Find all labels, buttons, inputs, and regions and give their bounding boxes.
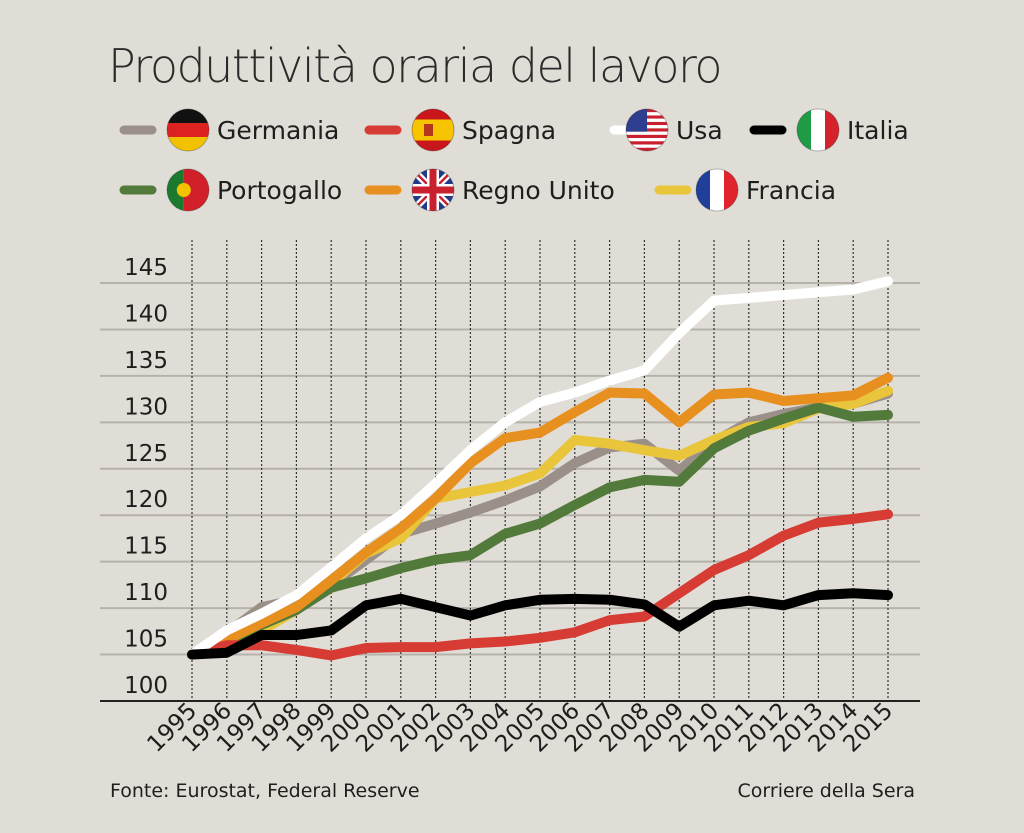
series-line-usa (187, 276, 893, 660)
y-tick-label: 100 (124, 673, 168, 699)
germany-flag-icon (167, 109, 209, 151)
publisher-credit: Corriere della Sera (738, 780, 915, 802)
legend-label: Regno Unito (462, 176, 615, 205)
y-tick-label: 120 (124, 487, 168, 513)
legend-item-spagna: Spagna (364, 108, 556, 152)
spain-flag-icon (412, 109, 454, 151)
y-tick-label: 135 (124, 348, 168, 374)
y-tick-label: 130 (124, 394, 168, 420)
y-tick-label: 145 (124, 255, 168, 281)
flag-outline (796, 108, 840, 152)
usa-flag-icon (626, 109, 668, 151)
legend-item-francia: Francia (654, 168, 836, 212)
legend-item-italia: Italia (749, 108, 909, 152)
y-tick-label: 105 (124, 627, 168, 653)
y-tick-label: 140 (124, 301, 168, 327)
flag-outline (411, 168, 455, 212)
legend-item-usa: Usa (609, 108, 723, 152)
series-lines (187, 276, 893, 661)
uk-flag-icon (412, 169, 454, 211)
flag-outline (411, 108, 455, 152)
flag-outline (695, 168, 739, 212)
legend-label: Germania (217, 116, 339, 145)
y-tick-label: 125 (124, 441, 168, 467)
series-line-regno-unito (187, 372, 893, 660)
series-line-spagna (187, 509, 893, 661)
legend: Germania Spagna Usa Italia Portogallo Regno U… (119, 108, 909, 212)
flag-outline (166, 108, 210, 152)
flag-outline (166, 168, 210, 212)
series-line-italia (187, 588, 893, 660)
y-tick-label: 110 (124, 580, 168, 606)
y-tick-label: 115 (124, 534, 168, 560)
chart-title: Produttività oraria del lavoro (108, 39, 721, 93)
legend-label: Francia (746, 176, 836, 205)
france-flag-icon (696, 169, 738, 211)
source-note: Fonte: Eurostat, Federal Reserve (110, 780, 420, 802)
legend-label: Spagna (462, 116, 556, 145)
italy-flag-icon (797, 109, 839, 151)
portugal-flag-icon (167, 169, 209, 211)
legend-label: Portogallo (217, 176, 342, 205)
flag-outline (625, 108, 669, 152)
legend-label: Italia (847, 116, 909, 145)
legend-item-portogallo: Portogallo (119, 168, 342, 212)
legend-item-regno-unito: Regno Unito (364, 168, 615, 212)
legend-item-germania: Germania (119, 108, 339, 152)
legend-label: Usa (676, 116, 723, 145)
